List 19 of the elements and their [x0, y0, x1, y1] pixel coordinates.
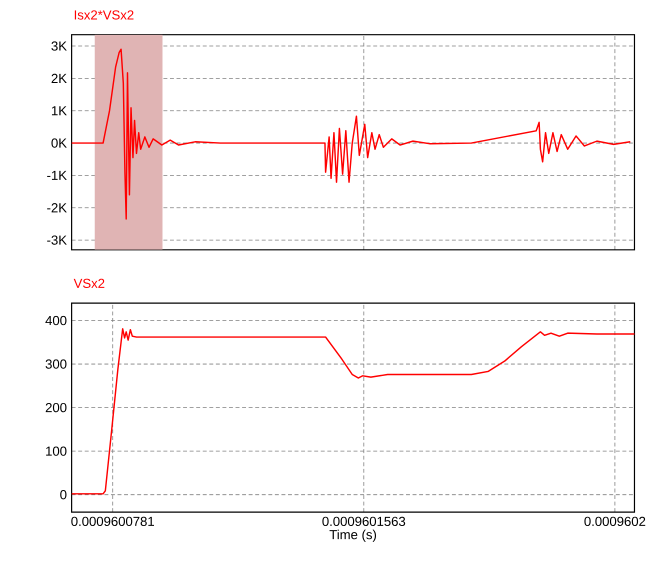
y-tick-label: 2K — [52, 74, 67, 83]
y-tick-label: 1K — [52, 106, 67, 116]
y-tick-label: -3K — [47, 235, 67, 245]
y-tick-label: 200 — [46, 402, 66, 412]
x-axis-title: Time (s) — [330, 529, 376, 542]
x-tick-label: 0.0009600781 — [71, 516, 154, 526]
line-series — [72, 48, 632, 220]
y-tick-label: 0K — [51, 138, 67, 148]
x-tick-label: 0.0009602 — [584, 516, 646, 526]
y-tick-label: 300 — [46, 359, 66, 369]
chart-title: VSx2 — [74, 278, 104, 288]
y-tick-label: 0 — [60, 490, 66, 500]
y-tick-label: -2K — [47, 202, 67, 212]
x-tick-label: 0.0009601563 — [322, 516, 406, 526]
chart-title: Isx2*VSx2 — [74, 10, 134, 20]
y-tick-label: 400 — [45, 316, 66, 325]
y-tick-label: -1K — [47, 170, 67, 180]
y-tick-label: 3K — [51, 41, 67, 50]
y-tick-label: 100 — [46, 446, 66, 456]
